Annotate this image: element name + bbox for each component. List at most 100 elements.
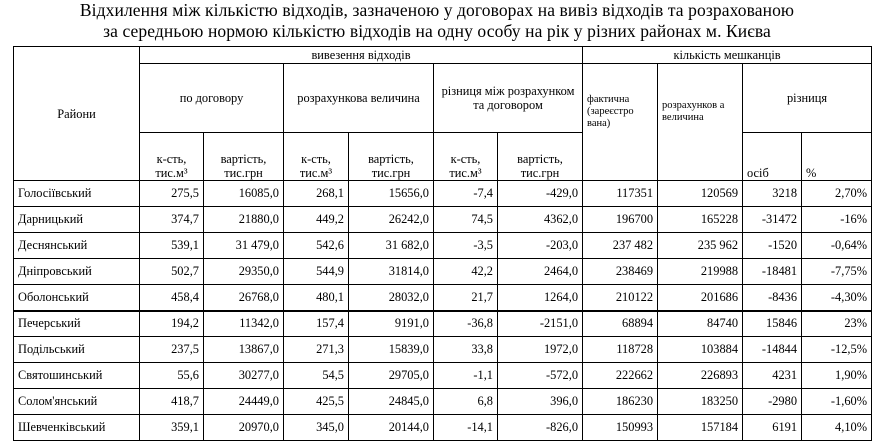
value-cell-r3: 6191 <box>742 414 803 441</box>
value-cell-r2: 157184 <box>657 414 744 441</box>
district-name-cell: Дарницький <box>13 206 140 233</box>
value-cell-c6: 1264,0 <box>496 284 584 311</box>
header-actual-text: фактична (зареєстро вана) <box>587 94 634 129</box>
header-by-contract: по договору <box>139 63 284 133</box>
district-name-cell: Солом'янський <box>13 388 140 415</box>
header-qty-3: к-сть, тис.м³ <box>433 132 498 181</box>
value-cell-c2: 31 479,0 <box>203 232 284 259</box>
district-name-cell: Голосіївський <box>13 180 140 207</box>
value-cell-r3: -18481 <box>742 258 803 285</box>
value-cell-r1: 117351 <box>582 180 659 207</box>
value-cell-r2: 201686 <box>657 284 744 311</box>
header-qty-1: к-сть, тис.м³ <box>139 132 204 181</box>
value-cell-r4: 2,70% <box>801 180 873 207</box>
value-cell-r2: 120569 <box>657 180 744 207</box>
value-cell-r4: 23% <box>801 309 873 337</box>
value-cell-r3: -31472 <box>742 206 803 233</box>
value-cell-r2: 84740 <box>657 309 744 337</box>
value-cell-c4: 28032,0 <box>348 284 434 311</box>
header-districts: Райони <box>13 46 140 181</box>
value-cell-r3: 15846 <box>742 309 803 337</box>
header-actual: фактична (зареєстро вана) <box>582 63 659 181</box>
value-cell-r3: -1520 <box>742 232 803 259</box>
value-cell-c6: -203,0 <box>496 232 584 259</box>
value-cell-c4: 31 682,0 <box>348 232 434 259</box>
value-cell-c3: 425,5 <box>283 388 349 415</box>
value-cell-c4: 31814,0 <box>348 258 434 285</box>
header-qty-2: к-сть, тис.м³ <box>283 132 349 181</box>
value-cell-c5: 21,7 <box>433 284 498 311</box>
header-cost-2: вартість, тис.грн <box>348 132 434 181</box>
value-cell-r2: 226893 <box>657 362 744 389</box>
value-cell-c5: -1,1 <box>433 362 498 389</box>
header-cost-1: вартість, тис.грн <box>203 132 284 181</box>
value-cell-c5: -36,8 <box>433 309 498 337</box>
value-cell-c6: 2464,0 <box>496 258 584 285</box>
value-cell-c6: 4362,0 <box>496 206 584 233</box>
value-cell-c3: 54,5 <box>283 362 349 389</box>
value-cell-c4: 24845,0 <box>348 388 434 415</box>
value-cell-r1: 238469 <box>582 258 659 285</box>
value-cell-c1: 502,7 <box>139 258 204 285</box>
value-cell-c1: 539,1 <box>139 232 204 259</box>
value-cell-r1: 222662 <box>582 362 659 389</box>
table-row: Святошинський 55,6 30277,0 54,5 29705,0 -1,1-… <box>13 362 873 389</box>
value-cell-c6: -826,0 <box>496 414 584 441</box>
value-cell-c3: 157,4 <box>283 309 349 337</box>
value-cell-r1: 186230 <box>582 388 659 415</box>
value-cell-c6: 1972,0 <box>496 336 584 363</box>
header-persons-diff: осіб <box>742 132 803 181</box>
district-name-cell: Святошинський <box>13 362 140 389</box>
value-cell-c2: 24449,0 <box>203 388 284 415</box>
value-cell-r3: 4231 <box>742 362 803 389</box>
value-cell-c5: 42,2 <box>433 258 498 285</box>
value-cell-c3: 268,1 <box>283 180 349 207</box>
district-name-cell: Оболонський <box>13 284 140 311</box>
value-cell-c5: -7,4 <box>433 180 498 207</box>
value-cell-r2: 183250 <box>657 388 744 415</box>
value-cell-r4: -12,5% <box>801 336 873 363</box>
value-cell-c3: 542,6 <box>283 232 349 259</box>
value-cell-c3: 480,1 <box>283 284 349 311</box>
value-cell-c4: 26242,0 <box>348 206 434 233</box>
header-removal: вивезення відходів <box>138 46 584 64</box>
value-cell-c2: 29350,0 <box>203 258 284 285</box>
table-row: Деснянський 539,1 31 479,0 542,6 31 682,0 -3,… <box>13 232 873 259</box>
value-cell-c1: 418,7 <box>139 388 204 415</box>
value-cell-r2: 219988 <box>657 258 744 285</box>
value-cell-r4: -1,60% <box>801 388 873 415</box>
district-name-cell: Дніпровський <box>13 258 140 285</box>
header-cost-3: вартість, тис.грн <box>496 132 584 181</box>
header-calc-residents-text: розрахунков а величина <box>662 100 725 123</box>
value-cell-r2: 235 962 <box>657 232 744 259</box>
table-row: Оболонський 458,4 26768,0 480,1 28032,0 21,7 1… <box>13 284 873 311</box>
value-cell-c2: 30277,0 <box>203 362 284 389</box>
value-cell-c3: 449,2 <box>283 206 349 233</box>
value-cell-r4: 4,10% <box>801 414 873 441</box>
value-cell-r4: -4,30% <box>801 284 873 311</box>
table-row: Подільський 237,5 13867,0 271,3 15839,0 33,8 1… <box>13 336 873 363</box>
table-row: Дарницький 374,7 21880,0 449,2 26242,0 74,5 43… <box>13 206 873 233</box>
value-cell-c3: 271,3 <box>283 336 349 363</box>
value-cell-c1: 275,5 <box>139 180 204 207</box>
header-difference: різниця між розрахунком та договором <box>432 63 584 133</box>
waste-table: Райони вивезення відходів кількість мешк… <box>13 46 873 441</box>
value-cell-r4: -0,64% <box>801 232 873 259</box>
value-cell-r1: 118728 <box>582 336 659 363</box>
value-cell-c6: -572,0 <box>496 362 584 389</box>
title-line-1: Відхилення між кількістю відходів, зазна… <box>79 0 795 20</box>
value-cell-c3: 345,0 <box>283 414 349 441</box>
table-row: Шевченківський 359,1 20970,0 345,0 20144,0 -1… <box>13 414 873 441</box>
value-cell-c5: -14,1 <box>433 414 498 441</box>
value-cell-c1: 458,4 <box>139 284 204 311</box>
district-name-cell: Шевченківський <box>13 414 140 441</box>
header-calc-residents: розрахунков а величина <box>657 63 744 181</box>
value-cell-c1: 194,2 <box>139 309 204 337</box>
value-cell-r2: 103884 <box>657 336 744 363</box>
value-cell-c2: 13867,0 <box>203 336 284 363</box>
value-cell-r3: -14844 <box>742 336 803 363</box>
header-residents: кількість мешканців <box>582 46 873 64</box>
value-cell-c4: 15656,0 <box>348 180 434 207</box>
value-cell-c4: 29705,0 <box>348 362 434 389</box>
value-cell-r1: 150993 <box>582 414 659 441</box>
